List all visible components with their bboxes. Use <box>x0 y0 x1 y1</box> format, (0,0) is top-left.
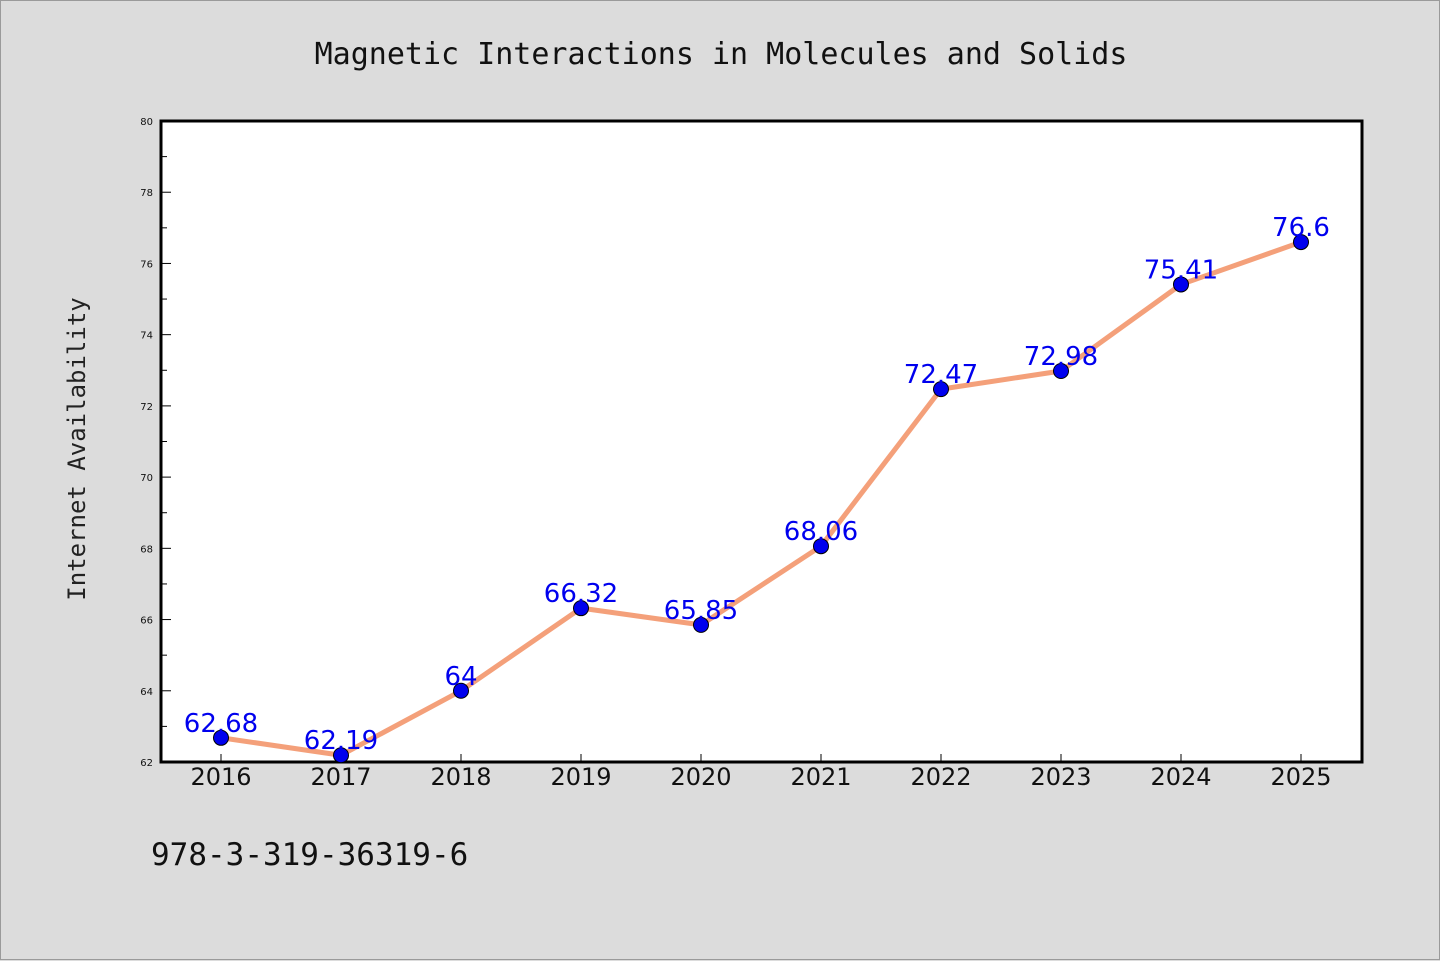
chart-title: Magnetic Interactions in Molecules and S… <box>315 37 1128 72</box>
series-line <box>218 239 1304 758</box>
x-tick-label: 2016 <box>190 763 251 791</box>
y-tick-label: 70 <box>140 473 153 484</box>
x-tick-label: 2022 <box>910 763 971 791</box>
data-point-2022 <box>933 381 949 398</box>
y-axis: 62 64 66 68 70 72 74 76 78 80 <box>140 117 171 769</box>
y-tick-label: 78 <box>140 188 153 199</box>
y-tick-label: 62 <box>140 758 153 769</box>
data-point-2021 <box>813 538 829 555</box>
y-tick-label: 66 <box>140 616 153 627</box>
data-labels: 62.68 62.19 64 66.32 65.85 68.06 72.47 72.98 75.… <box>184 213 1330 756</box>
series-markers <box>213 234 1309 764</box>
x-axis: 2016 2017 2018 2019 2020 2021 2022 2023 2024 2025 <box>190 754 1332 791</box>
x-tick-label: 2024 <box>1150 763 1211 791</box>
data-point-2025 <box>1293 234 1309 251</box>
data-label-2018: 64 <box>444 662 477 692</box>
data-label-2022: 72.47 <box>904 360 978 390</box>
x-tick-label: 2023 <box>1030 763 1091 791</box>
data-point-2024 <box>1173 276 1189 293</box>
y-tick-label: 80 <box>140 117 153 128</box>
data-label-2019: 66.32 <box>544 579 618 609</box>
data-label-2025: 76.6 <box>1272 213 1330 243</box>
y-tick-label: 74 <box>140 331 153 342</box>
plot-area <box>159 119 1364 764</box>
data-point-2020 <box>693 616 709 633</box>
y-tick-label: 64 <box>140 687 153 698</box>
x-tick-label: 2019 <box>550 763 611 791</box>
y-tick-label: 72 <box>140 402 153 413</box>
x-tick-label: 2017 <box>310 763 371 791</box>
data-label-2017: 62.19 <box>304 726 378 756</box>
x-tick-label: 2021 <box>790 763 851 791</box>
data-label-2020: 65.85 <box>664 596 738 626</box>
data-label-2021: 68.06 <box>784 517 858 547</box>
x-tick-label: 2020 <box>670 763 731 791</box>
data-label-2024: 75.41 <box>1144 255 1218 285</box>
data-label-2016: 62.68 <box>184 709 258 739</box>
data-point-2019 <box>573 600 589 617</box>
y-tick-label: 76 <box>140 259 153 270</box>
data-point-2016 <box>213 729 229 746</box>
data-point-2017 <box>333 747 349 764</box>
data-point-2023 <box>1053 362 1069 379</box>
x-tick-label: 2018 <box>430 763 491 791</box>
footer-isbn: 978-3-319-36319-6 <box>151 837 468 873</box>
y-tick-label: 68 <box>140 544 153 555</box>
y-axis-label: Internet Availability <box>63 297 91 600</box>
data-point-2018 <box>453 682 469 699</box>
x-tick-label: 2025 <box>1270 763 1331 791</box>
data-label-2023: 72.98 <box>1024 342 1098 372</box>
